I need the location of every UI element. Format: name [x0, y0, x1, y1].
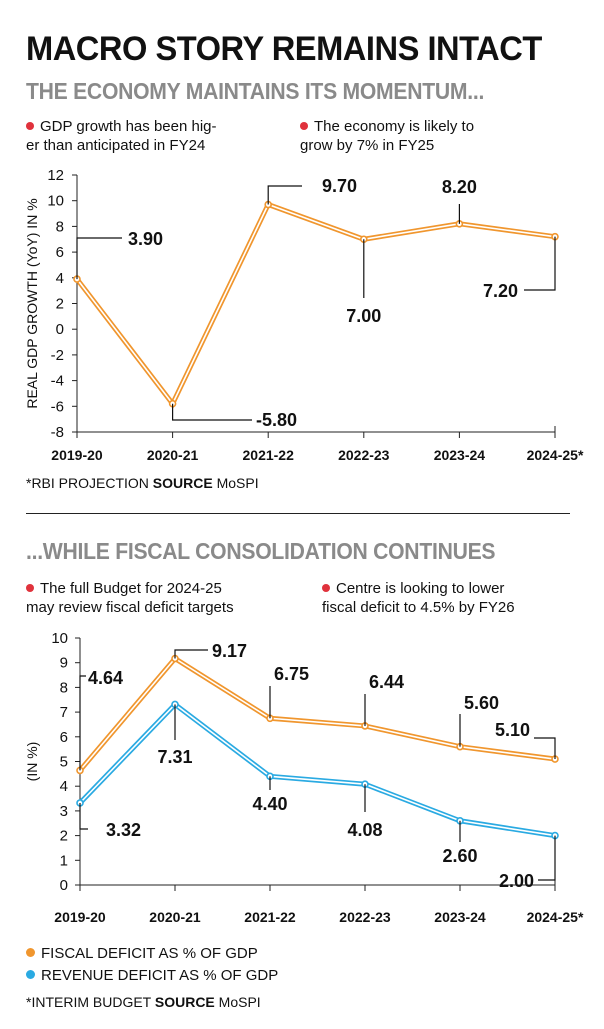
- section1-subtitle: THE ECONOMY MAINTAINS ITS MOMENTUM...: [26, 78, 485, 104]
- chart1-leader: [524, 236, 556, 291]
- chart2-y-tick-label: 0: [60, 877, 68, 894]
- legend-dot-icon: [26, 948, 35, 957]
- chart1-x-tick-label: 2024-25*: [527, 447, 584, 463]
- chart2-y-axis-label: (IN %): [24, 742, 40, 782]
- chart2-revenue-data-label: 4.40: [252, 794, 287, 814]
- chart2-leader: [174, 649, 208, 659]
- chart1-leader: [76, 237, 122, 280]
- chart1-y-tick-label: 4: [56, 270, 64, 287]
- chart2-y-tick-label: 5: [60, 754, 68, 771]
- section2-bullet-budget: The full Budget for 2024-25 may review f…: [26, 580, 234, 616]
- chart1-y-tick-label: 8: [56, 218, 64, 235]
- chart1-x-tick-label: 2022-23: [338, 447, 390, 463]
- chart1-y-tick-label: 0: [56, 321, 64, 338]
- chart2-y-tick-label: 4: [60, 778, 68, 795]
- legend-fiscal: FISCAL DEFICIT AS % OF GDP: [26, 945, 258, 962]
- chart2-leader: [534, 737, 556, 760]
- legend-dot-icon: [26, 970, 35, 979]
- chart1-y-axis-label: REAL GDP GROWTH (YoY) IN %: [24, 198, 40, 408]
- chart2-y-tick-label: 2: [60, 828, 68, 845]
- chart1-data-label: 7.00: [346, 306, 381, 326]
- section1-bullet-gdp: GDP growth has been hig- er than anticip…: [26, 118, 217, 154]
- section2-bullet-target: Centre is looking to lower fiscal defici…: [322, 580, 515, 616]
- legend-revenue: REVENUE DEFICIT AS % OF GDP: [26, 967, 278, 984]
- chart2-x-tick-label: 2023-24: [434, 909, 486, 925]
- chart2-series-1-line: [78, 655, 556, 773]
- chart1-y-tick-label: -4: [51, 373, 64, 390]
- chart2-fiscal-data-label: 9.17: [212, 641, 247, 661]
- chart2-leader: [79, 802, 88, 830]
- chart1-data-label: 3.90: [128, 229, 163, 249]
- chart2-fiscal-data-label: 5.60: [464, 693, 499, 713]
- chart2-leader: [79, 675, 86, 771]
- chart1-y-tick-label: -2: [51, 347, 64, 364]
- chart1-data-label: 9.70: [322, 176, 357, 196]
- chart1-y-tick-label: -6: [51, 398, 64, 415]
- chart2-x-tick-label: 2021-22: [244, 909, 296, 925]
- chart1-data-label: 8.20: [442, 177, 477, 197]
- chart2-y-tick-label: 6: [60, 729, 68, 746]
- chart2-x-tick-label: 2022-23: [339, 909, 391, 925]
- chart2-x-tick-label: 2019-20: [54, 909, 106, 925]
- chart2-fiscal-data-label: 6.44: [369, 672, 404, 692]
- chart1-y-tick-label: 2: [56, 296, 64, 313]
- chart2-y-tick-label: 8: [60, 679, 68, 696]
- section-divider: [26, 513, 570, 514]
- chart2-series-2-line-core: [79, 703, 556, 837]
- chart2-y-tick-label: 3: [60, 803, 68, 820]
- chart1-x-tick-label: 2023-24: [434, 447, 486, 463]
- chart1-y-tick-label: 6: [56, 244, 64, 261]
- chart1-x-tick-label: 2021-22: [243, 447, 295, 463]
- chart1-x-tick-label: 2019-20: [51, 447, 103, 463]
- section1-bullet-projection: The economy is likely to grow by 7% in F…: [300, 118, 475, 154]
- chart1-y-tick-label: 12: [47, 167, 64, 184]
- chart2-y-tick-label: 7: [60, 704, 68, 721]
- chart1-y-tick-label: -8: [51, 424, 64, 441]
- chart1-data-label: 7.20: [483, 281, 518, 301]
- section2-subtitle: ...WHILE FISCAL CONSOLIDATION CONTINUES: [26, 538, 496, 564]
- bullet-dot-icon: [26, 584, 34, 592]
- chart2-y-tick-label: 9: [60, 655, 68, 672]
- chart1-series-1-line-core: [76, 203, 556, 406]
- chart2-fiscal-data-label: 4.64: [88, 668, 123, 688]
- bullet-dot-icon: [26, 122, 34, 130]
- chart1-data-label: -5.80: [256, 410, 297, 430]
- chart2-revenue-data-label: 3.32: [106, 820, 141, 840]
- chart2-revenue-data-label: 2.00: [499, 871, 534, 891]
- bullet-dot-icon: [322, 584, 330, 592]
- chart1-leader: [267, 185, 302, 205]
- section1-source-note: *RBI PROJECTION SOURCE MoSPI: [26, 475, 259, 491]
- chart1-y-tick-label: 10: [47, 193, 64, 210]
- chart2-y-tick-label: 1: [60, 852, 68, 869]
- chart2-revenue-data-label: 7.31: [157, 747, 192, 767]
- chart1-leader: [172, 403, 252, 421]
- chart2-revenue-data-label: 2.60: [442, 846, 477, 866]
- section2-source-note: *INTERIM BUDGET SOURCE MoSPI: [26, 994, 261, 1010]
- chart2-fiscal-data-label: 5.10: [495, 720, 530, 740]
- bullet-dot-icon: [300, 122, 308, 130]
- page-title: MACRO STORY REMAINS INTACT: [26, 30, 542, 68]
- chart2-leader: [538, 835, 556, 881]
- chart2-series-1-line-core: [79, 657, 556, 771]
- chart2-revenue-data-label: 4.08: [347, 820, 382, 840]
- chart2-y-tick-label: 10: [51, 630, 68, 647]
- chart2-x-tick-label: 2020-21: [149, 909, 201, 925]
- chart2-x-tick-label: 2024-25*: [527, 909, 584, 925]
- chart2-fiscal-data-label: 6.75: [274, 664, 309, 684]
- chart1-x-tick-label: 2020-21: [147, 447, 199, 463]
